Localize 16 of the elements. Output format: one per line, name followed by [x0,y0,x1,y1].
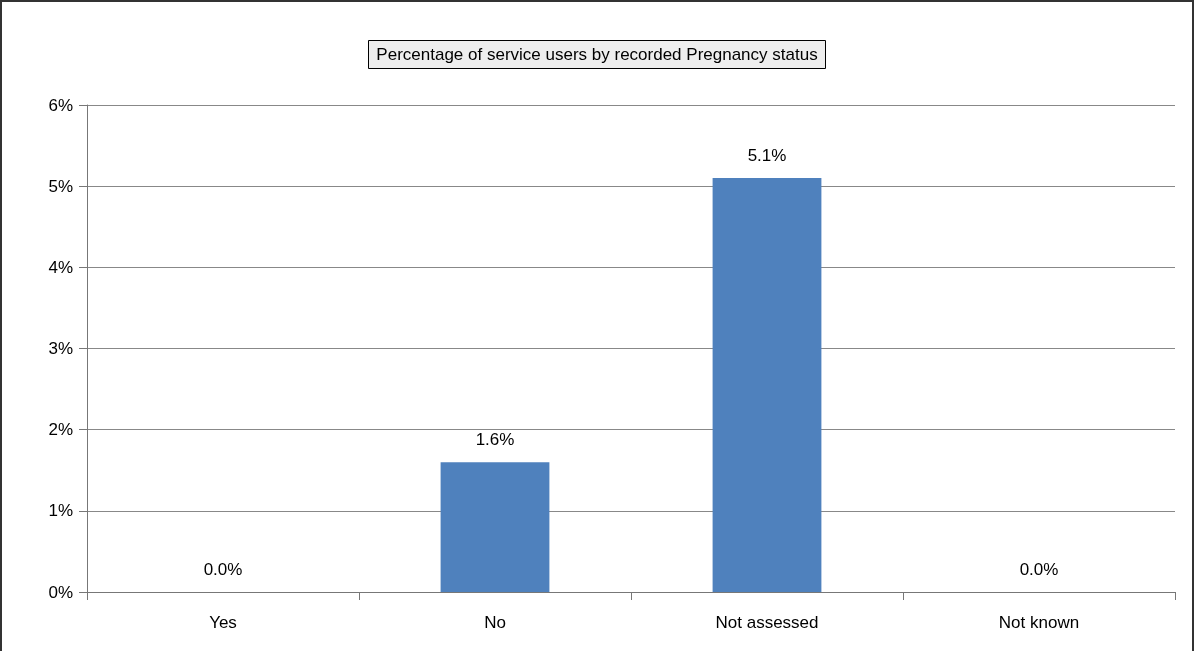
data-label: 0.0% [203,560,243,579]
y-tick-label: 1% [48,501,73,521]
y-tick-label: 0% [48,582,73,602]
y-tick-label: 2% [48,420,73,440]
y-tick-label: 6% [48,95,73,115]
chart-title: Percentage of service users by recorded Pregnancy status [376,45,818,64]
x-tick-label: Not assessed [715,613,819,632]
y-tick-label: 4% [48,257,73,277]
data-label: 1.6% [475,430,515,450]
y-tick-label: 3% [48,339,73,358]
data-label: 0.0% [1019,560,1059,579]
data-label: 5.1% [747,146,787,166]
x-tick-label: No [484,613,506,632]
x-tick-label: Not known [998,613,1080,632]
x-tick-label: Yes [209,613,237,632]
y-tick-label: 5% [48,176,73,196]
